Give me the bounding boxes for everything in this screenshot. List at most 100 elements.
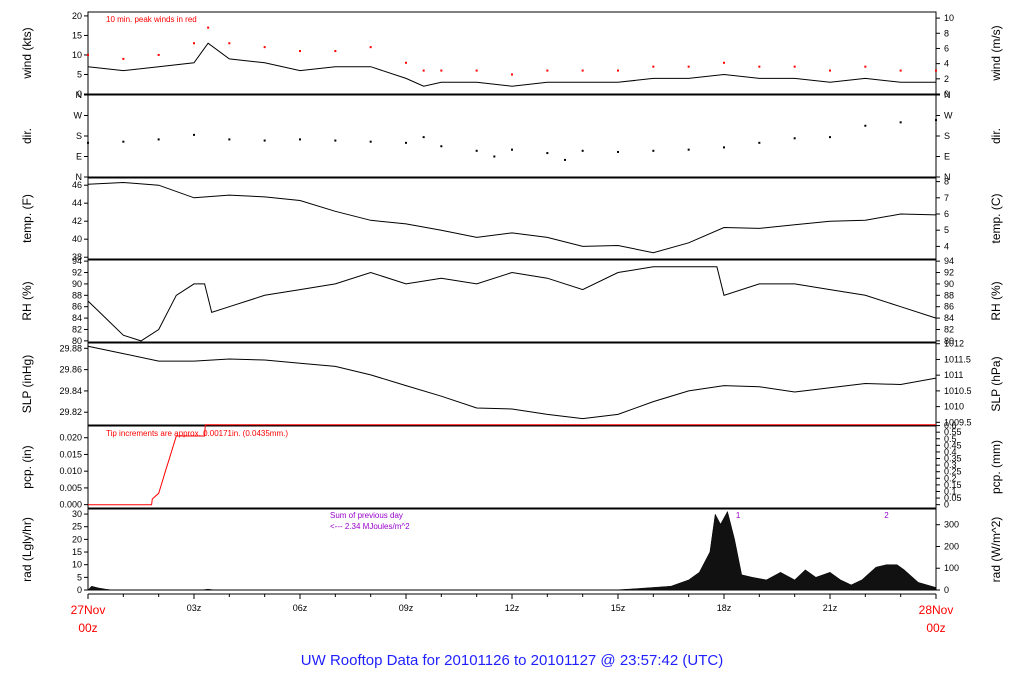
dir-point — [440, 145, 443, 148]
ytick-label-right: 82 — [944, 324, 954, 334]
wind-peak-point — [475, 69, 478, 72]
panel-frame-dir — [87, 94, 937, 178]
ytick-label-right: E — [944, 152, 950, 162]
ytick-label-right: 200 — [944, 541, 959, 551]
ytick-label-right: 94 — [944, 256, 954, 266]
ylabel-right: rad (W/m^2) — [989, 517, 1003, 583]
xtick-label: 21z — [823, 603, 838, 613]
xtick-label: 03z — [187, 603, 202, 613]
dir-point — [581, 149, 584, 152]
ytick-label-right: 0 — [944, 585, 949, 595]
panel-frame-temp — [87, 177, 937, 260]
ytick-label: 29.84 — [59, 386, 82, 396]
ylabel-right: pcp. (mm) — [989, 440, 1003, 494]
ytick-label: 5 — [77, 572, 82, 582]
wind-peak-point — [581, 69, 584, 72]
wind-peak-point — [758, 65, 761, 68]
xtick-label: 12z — [505, 603, 520, 613]
rad-area — [87, 510, 937, 591]
ytick-label-right: 1010.5 — [944, 386, 972, 396]
ytick-label-right: 1011.5 — [944, 354, 971, 364]
ytick-label-right: 88 — [944, 290, 954, 300]
ytick-label-right: 92 — [944, 268, 954, 278]
panel-frame-pcp — [87, 425, 937, 509]
ylabel-right: SLP (hPa) — [989, 356, 1003, 411]
ytick-label-right: 4 — [944, 59, 949, 69]
wind-peak-point — [687, 65, 690, 68]
ytick-label-right: 1010 — [944, 402, 964, 412]
wind-peak-point — [511, 73, 513, 76]
wind-peak-point — [299, 50, 301, 53]
dir-point — [864, 124, 867, 127]
ytick-label-right: S — [944, 131, 950, 141]
ytick-label: 82 — [72, 324, 82, 334]
dir-point — [829, 136, 831, 139]
ytick-label-right: 0 — [944, 500, 949, 510]
dir-point — [564, 158, 566, 161]
dir-point — [157, 138, 160, 141]
dir-point — [758, 141, 761, 144]
ytick-label: 5 — [77, 69, 82, 79]
start-time-label: 00z — [78, 621, 97, 635]
ytick-label: 15 — [72, 547, 82, 557]
ytick-label-right: 0.6 — [944, 421, 957, 431]
ylabel-right: dir. — [989, 128, 1003, 144]
ytick-label-right: 90 — [944, 279, 954, 289]
ytick-label: 10 — [72, 560, 82, 570]
wind-peak-point — [334, 50, 337, 53]
ylabel-right: RH (%) — [989, 281, 1003, 320]
ylabel-left: SLP (inHg) — [20, 355, 34, 413]
wind-peak-point — [228, 42, 231, 45]
ytick-label: E — [76, 152, 82, 162]
ytick-label: 86 — [72, 302, 82, 312]
dir-point — [493, 155, 496, 158]
panel-frame-slp — [87, 342, 937, 426]
ytick-label: 29.82 — [59, 407, 82, 417]
ytick-label: W — [74, 111, 83, 121]
ytick-label: 0.015 — [59, 449, 82, 459]
wind-peak-point — [263, 46, 266, 49]
ytick-label-right: 84 — [944, 313, 954, 323]
dir-point — [334, 139, 337, 142]
ytick-label-right: 0.3 — [944, 460, 957, 470]
ylabel-left: wind (kts) — [20, 27, 34, 79]
ytick-label: 30 — [72, 509, 82, 519]
dir-point — [87, 141, 89, 144]
ylabel-left: RH (%) — [20, 281, 34, 320]
ytick-label: 0.005 — [59, 483, 82, 493]
wind-peak-point — [440, 69, 443, 72]
ytick-label: 42 — [72, 216, 82, 226]
ytick-label-right: N — [944, 90, 951, 100]
dir-point — [899, 121, 902, 124]
wind-annotation: 10 min. peak winds in red — [106, 15, 197, 24]
dir-point — [369, 140, 372, 143]
ytick-label: 0.020 — [59, 433, 82, 443]
ytick-label: 0.000 — [59, 500, 82, 510]
ylabel-right: temp. (C) — [989, 193, 1003, 243]
ytick-label: 92 — [72, 268, 82, 278]
pcp-line — [88, 424, 936, 506]
ylabel-left: rad (Lgly/hr) — [20, 517, 34, 582]
ytick-label-right: 80 — [944, 336, 954, 346]
ytick-label: S — [76, 131, 82, 141]
xtick-label: 18z — [717, 603, 732, 613]
panel-frame-wind — [87, 11, 937, 95]
ytick-label-right: 0.5 — [944, 434, 957, 444]
dir-point — [652, 149, 655, 152]
ytick-label-right: 1012 — [944, 339, 964, 349]
rad-annotation-line1: Sum of previous day — [330, 511, 403, 520]
wind-peak-point — [157, 53, 160, 56]
dir-point — [935, 119, 937, 122]
ytick-label: 0 — [77, 585, 82, 595]
dir-point — [299, 138, 301, 141]
end-date-label: 28Nov — [919, 603, 954, 617]
dir-point — [193, 133, 195, 136]
ytick-label: 10 — [72, 50, 82, 60]
ylabel-left: pcp. (in) — [20, 445, 34, 488]
xtick-label: 06z — [293, 603, 308, 613]
ylabel-left: dir. — [20, 128, 34, 144]
slp-line — [87, 345, 937, 420]
ytick-label-right: 6 — [944, 43, 949, 53]
ytick-label: 15 — [72, 30, 82, 40]
